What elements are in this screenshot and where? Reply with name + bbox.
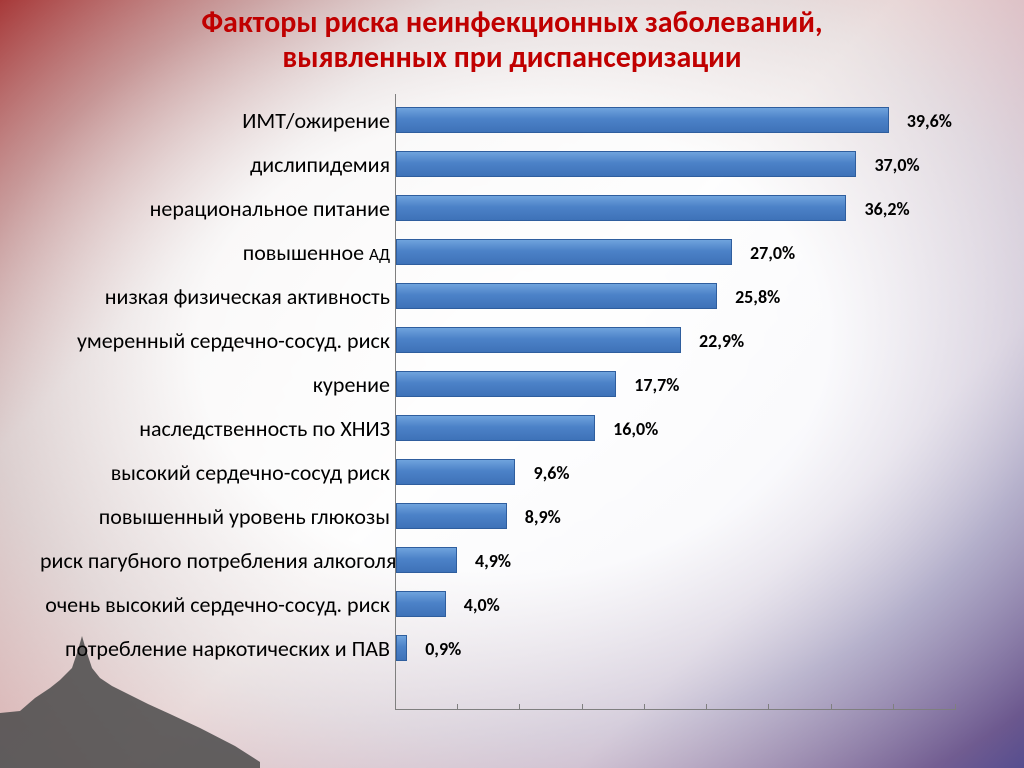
bar-category-label: наследственность по ХНИЗ: [40, 415, 390, 442]
bar: [396, 107, 889, 133]
bar-row: нерациональное питание 36,2%: [40, 186, 980, 230]
bar: [396, 547, 457, 573]
bar: [396, 415, 595, 441]
title-line-2: выявленных при диспансеризации: [0, 41, 1024, 76]
bar-value-label: 0,9%: [425, 638, 461, 660]
x-axis: [395, 709, 955, 710]
bar-row: риск пагубного потребления алкоголя 4,9%: [40, 538, 980, 582]
x-tick: [768, 704, 769, 710]
bar-value-label: 16,0%: [613, 418, 658, 440]
bar-row: очень высокий сердечно-сосуд. риск 4,0%: [40, 582, 980, 626]
bar-category-label: потребление наркотических и ПАВ: [40, 635, 390, 662]
bar-row: потребление наркотических и ПАВ 0,9%: [40, 626, 980, 670]
bar-row: ИМТ/ожирение 39,6%: [40, 98, 980, 142]
title-line-1: Факторы риска неинфекционных заболеваний…: [0, 6, 1024, 41]
bar-value-label: 4,0%: [464, 594, 500, 616]
bar-row: низкая физическая активность 25,8%: [40, 274, 980, 318]
bar-value-label: 4,9%: [475, 550, 511, 572]
x-tick: [582, 704, 583, 710]
bar-category-label: повышенный уровень глюкозы: [40, 503, 390, 530]
bar: [396, 459, 515, 485]
bar-row: умеренный сердечно-сосуд. риск 22,9%: [40, 318, 980, 362]
bar-category-label: высокий сердечно-сосуд риск: [40, 459, 390, 486]
bar-category-label: повышенное АД: [40, 239, 390, 266]
bar-row: повышенное АД 27,0%: [40, 230, 980, 274]
x-tick: [706, 704, 707, 710]
x-tick: [457, 704, 458, 710]
bar: [396, 591, 446, 617]
bar-category-label: дислипидемия: [40, 151, 390, 178]
bar-value-label: 8,9%: [525, 506, 561, 528]
bar-category-label: умеренный сердечно-сосуд. риск: [40, 327, 390, 354]
bar: [396, 239, 732, 265]
bar-value-label: 17,7%: [634, 374, 679, 396]
bar-value-label: 22,9%: [699, 330, 744, 352]
x-tick: [893, 704, 894, 710]
bar: [396, 195, 846, 221]
bar-value-label: 36,2%: [864, 198, 909, 220]
bar: [396, 283, 717, 309]
bar: [396, 371, 616, 397]
bar: [396, 503, 507, 529]
bar-category-label: риск пагубного потребления алкоголя: [40, 547, 390, 574]
bar-category-label: низкая физическая активность: [40, 283, 390, 310]
x-tick: [395, 704, 396, 710]
bar-value-label: 37,0%: [874, 154, 919, 176]
bar: [396, 635, 407, 661]
bar-row: наследственность по ХНИЗ 16,0%: [40, 406, 980, 450]
bar-value-label: 9,6%: [533, 462, 569, 484]
bar-row: курение 17,7%: [40, 362, 980, 406]
bar-value-label: 39,6%: [907, 110, 952, 132]
bar-category-label: очень высокий сердечно-сосуд. риск: [40, 591, 390, 618]
x-tick: [519, 704, 520, 710]
bar-row: дислипидемия 37,0%: [40, 142, 980, 186]
bar-category-label: нерациональное питание: [40, 195, 390, 222]
chart-title: Факторы риска неинфекционных заболеваний…: [0, 6, 1024, 75]
bar-value-label: 27,0%: [750, 242, 795, 264]
bar-row: высокий сердечно-сосуд риск 9,6%: [40, 450, 980, 494]
x-tick: [955, 704, 956, 710]
bar-category-label: курение: [40, 371, 390, 398]
bar-category-label: ИМТ/ожирение: [40, 107, 390, 134]
x-tick: [831, 704, 832, 710]
bar: [396, 151, 856, 177]
risk-factors-bar-chart: ИМТ/ожирение 39,6% дислипидемия 37,0% нераци…: [40, 94, 980, 734]
bar-row: повышенный уровень глюкозы 8,9%: [40, 494, 980, 538]
bar: [396, 327, 681, 353]
x-tick: [644, 704, 645, 710]
bar-value-label: 25,8%: [735, 286, 780, 308]
slide: Факторы риска неинфекционных заболеваний…: [0, 0, 1024, 768]
